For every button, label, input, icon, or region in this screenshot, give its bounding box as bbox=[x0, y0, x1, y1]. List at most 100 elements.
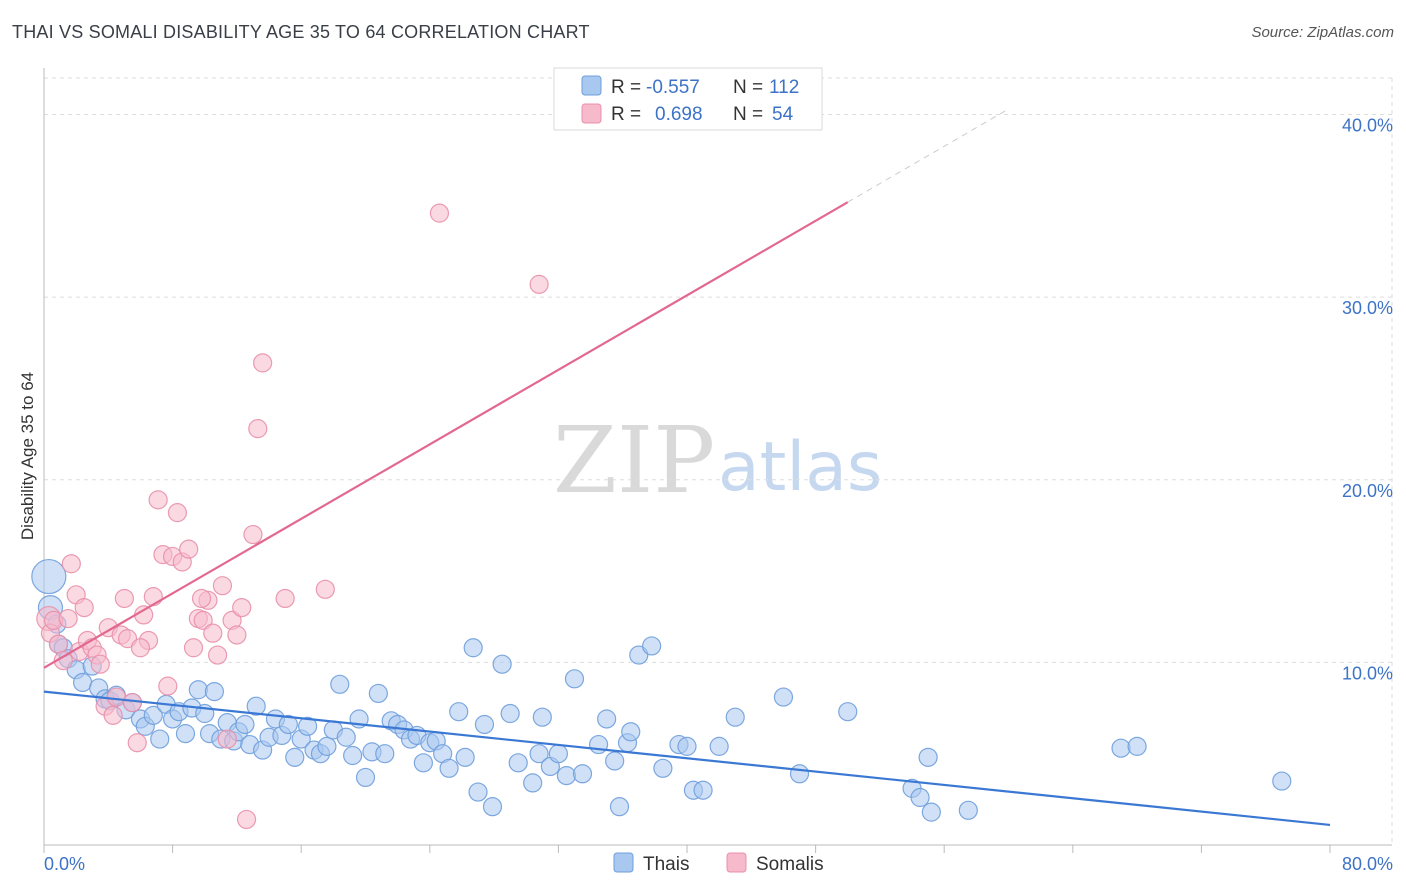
point-thais bbox=[789, 764, 810, 784]
point-somalis bbox=[106, 687, 126, 707]
point-somalis bbox=[243, 524, 263, 545]
point-thais bbox=[918, 747, 938, 767]
y-tick-label: 20.0% bbox=[1342, 481, 1393, 501]
point-somalis bbox=[429, 203, 450, 223]
point-somalis bbox=[253, 353, 273, 373]
point-somalis bbox=[212, 576, 233, 596]
legend-swatch-thais bbox=[581, 75, 602, 96]
point-thais bbox=[285, 747, 305, 767]
y-tick-label: 30.0% bbox=[1342, 298, 1393, 318]
legend-r-value-somalis: 0.698 bbox=[655, 104, 703, 125]
point-thais bbox=[548, 744, 569, 764]
legend-r-label-somalis: R = bbox=[611, 104, 641, 125]
point-thais bbox=[532, 707, 552, 727]
point-somalis bbox=[48, 634, 69, 654]
point-somalis bbox=[227, 625, 247, 645]
point-thais bbox=[500, 703, 520, 724]
point-somalis bbox=[208, 645, 228, 665]
point-thais bbox=[150, 729, 170, 749]
point-thais bbox=[474, 714, 495, 735]
point-somalis bbox=[193, 610, 213, 630]
point-thais bbox=[588, 734, 609, 755]
point-thais bbox=[677, 736, 697, 756]
watermark-atlas: atlas bbox=[718, 428, 882, 507]
point-thais bbox=[642, 636, 662, 656]
point-thais bbox=[330, 674, 350, 694]
point-thais bbox=[413, 753, 433, 773]
point-thais bbox=[188, 680, 208, 700]
point-somalis bbox=[53, 650, 73, 671]
point-thais bbox=[693, 780, 713, 800]
point-thais bbox=[523, 773, 543, 793]
point-thais bbox=[439, 758, 459, 778]
point-somalis bbox=[179, 539, 199, 559]
series-somalis-points bbox=[36, 203, 549, 830]
point-thais bbox=[278, 714, 298, 735]
point-thais bbox=[605, 751, 625, 771]
point-somalis bbox=[90, 654, 110, 674]
point-thais bbox=[468, 782, 488, 802]
point-thais bbox=[1272, 771, 1292, 791]
point-thais bbox=[609, 797, 630, 817]
point-thais bbox=[31, 558, 67, 595]
legend-n-label-somalis: N = bbox=[733, 104, 763, 125]
point-thais bbox=[921, 802, 941, 822]
point-thais bbox=[235, 714, 255, 735]
watermark: ZIP atlas bbox=[553, 407, 882, 514]
point-thais bbox=[597, 709, 617, 729]
point-thais bbox=[1111, 738, 1131, 758]
point-thais bbox=[653, 758, 673, 778]
point-thais bbox=[336, 727, 356, 747]
point-thais bbox=[492, 654, 512, 674]
series-legend: Thais Somalis bbox=[613, 852, 824, 875]
point-thais bbox=[621, 722, 641, 742]
point-thais bbox=[375, 744, 395, 764]
point-thais bbox=[455, 747, 475, 767]
point-somalis bbox=[127, 733, 147, 753]
series-legend-label-thais: Thais bbox=[643, 854, 689, 875]
stats-legend: R = -0.557 N = 112 R = 0.698 N = 54 bbox=[553, 67, 823, 131]
tick-labels: 10.0% 20.0% 30.0% 40.0% 0.0% 80.0% bbox=[44, 116, 1393, 874]
legend-n-value-thais: 112 bbox=[769, 77, 799, 98]
point-somalis bbox=[191, 588, 212, 609]
series-legend-swatch-thais bbox=[613, 852, 634, 873]
point-somalis bbox=[529, 274, 549, 294]
point-thais bbox=[529, 744, 549, 764]
point-somalis bbox=[103, 705, 123, 725]
point-somalis bbox=[158, 676, 178, 696]
point-thais bbox=[725, 707, 745, 727]
point-somalis bbox=[217, 729, 237, 749]
point-thais bbox=[175, 724, 196, 744]
legend-swatch-somalis bbox=[581, 103, 602, 124]
point-thais bbox=[572, 764, 593, 784]
legend-r-value-thais: -0.557 bbox=[646, 77, 700, 98]
point-thais bbox=[355, 767, 376, 788]
y-tick-label: 10.0% bbox=[1342, 663, 1393, 683]
point-somalis bbox=[74, 597, 94, 618]
point-somalis bbox=[315, 579, 335, 599]
trend-extension-somalis bbox=[847, 108, 1009, 203]
point-thais bbox=[463, 638, 483, 658]
legend-n-value-somalis: 54 bbox=[772, 104, 794, 125]
point-somalis bbox=[61, 554, 81, 574]
point-thais bbox=[482, 797, 503, 817]
point-somalis bbox=[183, 638, 204, 658]
point-somalis bbox=[236, 809, 257, 830]
point-thais bbox=[246, 696, 266, 716]
axes bbox=[43, 68, 1392, 853]
point-thais bbox=[204, 681, 224, 702]
point-somalis bbox=[275, 588, 295, 609]
point-thais bbox=[72, 672, 93, 693]
point-thais bbox=[556, 766, 577, 786]
point-thais bbox=[773, 687, 794, 707]
point-thais bbox=[564, 669, 585, 689]
series-legend-label-somalis: Somalis bbox=[756, 854, 824, 875]
point-thais bbox=[838, 702, 858, 722]
y-axis-label: Disability Age 35 to 64 bbox=[18, 372, 37, 540]
y-tick-label: 40.0% bbox=[1342, 116, 1393, 136]
point-somalis bbox=[143, 587, 163, 607]
point-thais bbox=[709, 736, 729, 756]
point-somalis bbox=[114, 588, 134, 609]
point-somalis bbox=[232, 597, 252, 618]
